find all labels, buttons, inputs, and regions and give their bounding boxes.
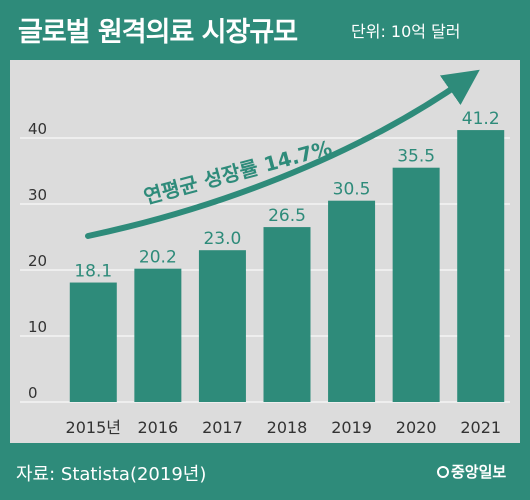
- bar: [198, 250, 246, 402]
- bar-value-label: 35.5: [397, 147, 435, 167]
- y-tick-label: 10: [28, 318, 47, 336]
- chart-title: 글로벌 원격의료 시장규모: [18, 17, 298, 48]
- brand-logo: 중앙일보: [437, 461, 506, 482]
- bar: [328, 200, 376, 402]
- bar: [392, 167, 440, 402]
- source-note: 자료: Statista(2019년): [16, 464, 207, 485]
- y-tick-label: 30: [28, 186, 47, 204]
- x-tick-label: 2018: [267, 418, 308, 437]
- x-tick-label: 2021: [460, 418, 501, 437]
- bar: [263, 227, 311, 402]
- bar-value-label: 20.2: [139, 248, 177, 268]
- y-tick-label: 0: [28, 384, 38, 402]
- growth-arrow: [85, 69, 480, 239]
- x-tick-label: 2019: [331, 418, 372, 437]
- chart-header: 글로벌 원격의료 시장규모 단위: 10억 달러: [0, 0, 530, 60]
- x-tick-label: 2017: [202, 418, 243, 437]
- x-tick-label: 2016: [137, 418, 178, 437]
- bar: [69, 282, 117, 402]
- brand-name: 중앙일보: [451, 463, 507, 481]
- x-tick-label: 2015년: [66, 418, 121, 437]
- chart-footer: 자료: Statista(2019년) 중앙일보: [0, 443, 530, 500]
- chart-unit: 단위: 10억 달러: [351, 22, 461, 41]
- y-tick-label: 20: [28, 252, 47, 270]
- bar: [457, 130, 505, 402]
- growth-annotation: 연평균 성장률 14.7%: [141, 136, 334, 209]
- brand-circle-icon: [437, 466, 449, 478]
- bar-value-label: 41.2: [462, 109, 500, 129]
- y-tick-label: 40: [28, 120, 47, 138]
- bar: [134, 268, 182, 402]
- bar-value-label: 26.5: [268, 206, 306, 226]
- bar-value-label: 18.1: [74, 262, 112, 282]
- x-tick-label: 2020: [396, 418, 437, 437]
- bar-chart: 0 10 20 30 40 18.1 2015년 20.2 2016 23.0 2017 26.5 2…: [20, 69, 510, 437]
- bar-value-label: 30.5: [333, 180, 371, 200]
- bar-value-label: 23.0: [203, 229, 241, 249]
- chart-panel: 0 10 20 30 40 18.1 2015년 20.2 2016 23.0 2017 26.5 2…: [10, 60, 520, 443]
